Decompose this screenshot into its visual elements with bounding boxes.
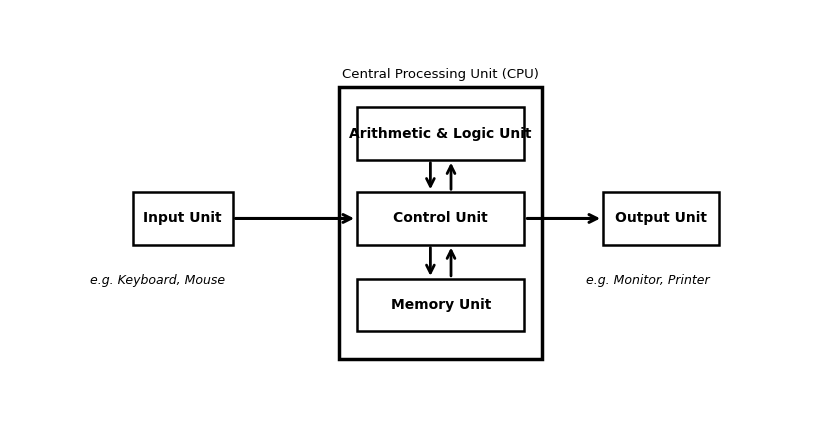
FancyBboxPatch shape xyxy=(357,279,524,331)
Text: Arithmetic & Logic Unit: Arithmetic & Logic Unit xyxy=(350,127,532,141)
Text: Input Unit: Input Unit xyxy=(144,212,222,225)
FancyBboxPatch shape xyxy=(357,192,524,245)
Text: e.g. Monitor, Printer: e.g. Monitor, Printer xyxy=(586,274,710,287)
FancyBboxPatch shape xyxy=(133,192,233,245)
Text: Output Unit: Output Unit xyxy=(615,212,707,225)
FancyBboxPatch shape xyxy=(357,107,524,160)
FancyBboxPatch shape xyxy=(603,192,719,245)
FancyBboxPatch shape xyxy=(339,87,542,359)
Text: Control Unit: Control Unit xyxy=(393,212,488,225)
Text: e.g. Keyboard, Mouse: e.g. Keyboard, Mouse xyxy=(90,274,225,287)
Text: Memory Unit: Memory Unit xyxy=(391,298,491,312)
Text: Central Processing Unit (CPU): Central Processing Unit (CPU) xyxy=(342,68,539,82)
